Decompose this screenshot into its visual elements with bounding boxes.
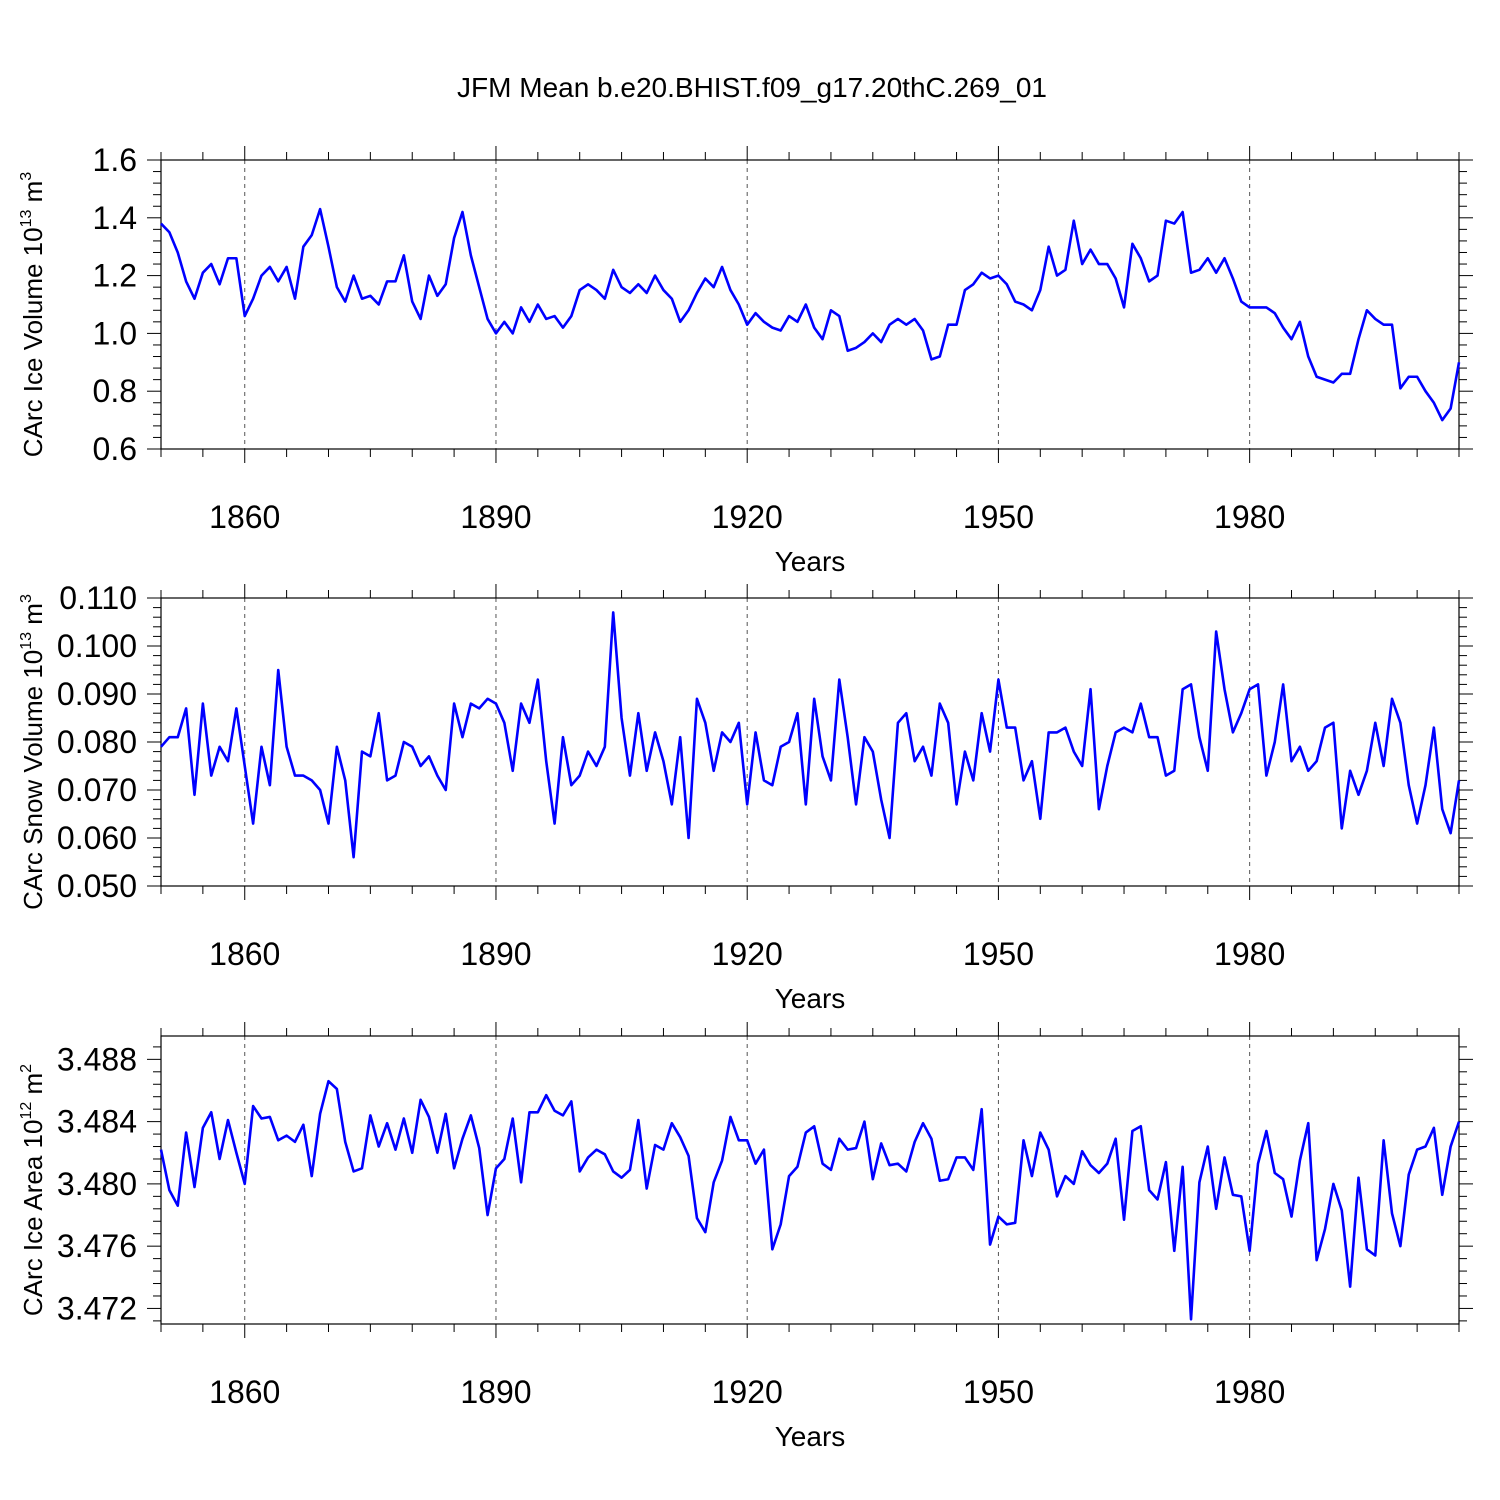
x-tick-label: 1980 bbox=[1214, 936, 1285, 972]
x-tick-label: 1980 bbox=[1214, 499, 1285, 535]
x-tick-label: 1980 bbox=[1214, 1374, 1285, 1410]
series-line bbox=[159, 1079, 1461, 1321]
x-tick-label: 1920 bbox=[712, 499, 783, 535]
y-axis-label: CArc Snow Volume 1013 m3 bbox=[18, 594, 48, 910]
y-tick-label: 3.488 bbox=[57, 1041, 137, 1077]
y-axis-label-exponent: 13 bbox=[18, 632, 35, 650]
panel-ice-volume: 1860 1890 1920 1950 1980 0.6 0.8 1.0 1.2 1.4 1.6 Ye… bbox=[18, 142, 1473, 577]
y-tick-label: 3.480 bbox=[57, 1166, 137, 1202]
y-axis-label-unit: m bbox=[18, 1073, 48, 1102]
panel-snow-volume: 1860 1890 1920 1950 1980 0.050 0.060 0.070 0.080… bbox=[18, 580, 1473, 1014]
series-line bbox=[160, 207, 1461, 422]
x-tick-label: 1920 bbox=[712, 1374, 783, 1410]
y-tick-label: 0.090 bbox=[57, 676, 137, 712]
y-axis-label-text: CArc Ice Area 10 bbox=[18, 1120, 48, 1317]
x-tick-label: 1950 bbox=[963, 936, 1034, 972]
y-axis-label: CArc Ice Area 1012 m2 bbox=[18, 1064, 48, 1316]
x-tick-label: 1860 bbox=[209, 936, 280, 972]
x-tick-label: 1920 bbox=[712, 936, 783, 972]
y-axis-label-text: CArc Ice Volume 10 bbox=[18, 227, 48, 457]
y-tick-label: 0.6 bbox=[93, 431, 137, 467]
y-tick-label: 0.070 bbox=[57, 772, 137, 808]
y-tick-label: 0.8 bbox=[93, 373, 137, 409]
series-line bbox=[160, 611, 1461, 859]
y-axis-label-unit-exponent: 3 bbox=[18, 594, 35, 603]
y-tick-label: 0.110 bbox=[59, 580, 137, 616]
y-tick-label: 0.100 bbox=[57, 628, 137, 664]
x-tick-label: 1890 bbox=[460, 1374, 531, 1410]
y-axis-label-exponent: 13 bbox=[18, 210, 35, 228]
y-tick-label: 0.080 bbox=[57, 724, 137, 760]
y-tick-label: 3.484 bbox=[57, 1104, 137, 1140]
y-axis-label-text: CArc Snow Volume 10 bbox=[18, 650, 48, 910]
plot-frame bbox=[160, 159, 1460, 450]
x-tick-label: 1950 bbox=[963, 499, 1034, 535]
y-axis-label-unit: m bbox=[18, 181, 48, 210]
x-axis-label: Years bbox=[775, 1421, 846, 1452]
x-tick-label: 1950 bbox=[963, 1374, 1034, 1410]
y-tick-label: 1.4 bbox=[93, 200, 137, 236]
y-axis-label-unit-exponent: 2 bbox=[18, 1064, 35, 1073]
y-tick-label: 0.060 bbox=[57, 820, 137, 856]
x-tick-label: 1860 bbox=[209, 499, 280, 535]
y-tick-label: 3.472 bbox=[57, 1290, 137, 1326]
x-tick-label: 1890 bbox=[460, 499, 531, 535]
y-tick-label: 1.2 bbox=[93, 258, 137, 294]
y-axis-label-exponent: 12 bbox=[18, 1102, 35, 1120]
panel-ice-area: 1860 1890 1920 1950 1980 3.472 3.476 3.480 3.484… bbox=[18, 1022, 1473, 1452]
y-tick-label: 0.050 bbox=[57, 868, 137, 904]
y-tick-label: 1.6 bbox=[93, 142, 137, 178]
y-tick-label: 1.0 bbox=[93, 315, 137, 351]
x-axis-label: Years bbox=[775, 983, 846, 1014]
y-axis-label-unit-exponent: 3 bbox=[18, 172, 35, 181]
x-tick-label: 1890 bbox=[460, 936, 531, 972]
x-axis-label: Years bbox=[775, 546, 846, 577]
plot-frame bbox=[160, 1035, 1460, 1325]
chart-title: JFM Mean b.e20.BHIST.f09_g17.20thC.269_0… bbox=[457, 72, 1047, 103]
y-axis-label-unit: m bbox=[18, 603, 48, 632]
y-tick-label: 3.476 bbox=[57, 1228, 137, 1264]
x-tick-label: 1860 bbox=[209, 1374, 280, 1410]
y-axis-label: CArc Ice Volume 1013 m3 bbox=[18, 172, 48, 457]
